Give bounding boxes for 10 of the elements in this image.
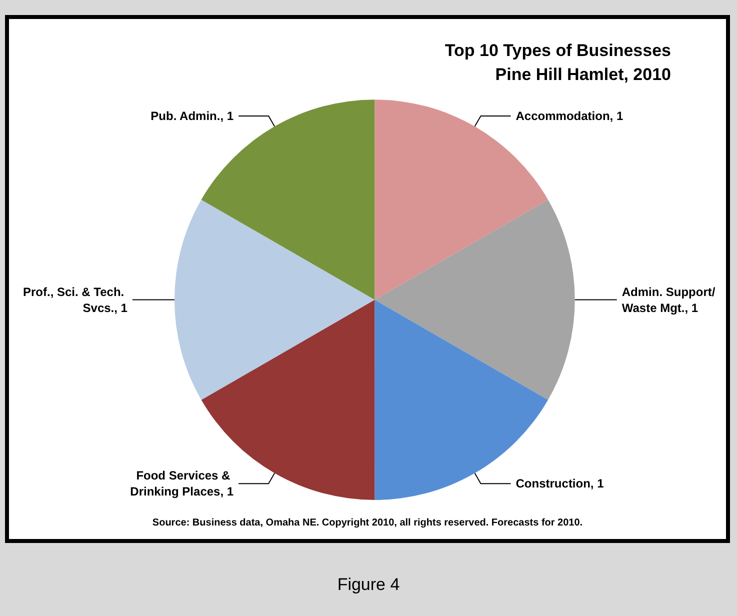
slice-label: Admin. Support/Waste Mgt., 1 [622, 284, 716, 315]
caption: Figure 4 [336, 575, 401, 595]
slice-label: Construction, 1 [516, 476, 604, 491]
chart-title: Top 10 Types of Businesses [444, 41, 672, 60]
slice-label: Food Services & Drinking Places, 1 [130, 468, 234, 499]
source-note: Source: Business data, Omaha NE. Copyright 2010, all rights reserved. Forecasts for 2010. [152, 518, 583, 528]
slice-label: Prof., Sci. & Tech. Svcs., 1 [23, 284, 128, 315]
slice-label: Pub. Admin., 1 [150, 109, 234, 124]
slice-label: Accommodation, 1 [516, 109, 624, 124]
chart-subtitle: Pine Hill Hamlet, 2010 [495, 65, 672, 84]
